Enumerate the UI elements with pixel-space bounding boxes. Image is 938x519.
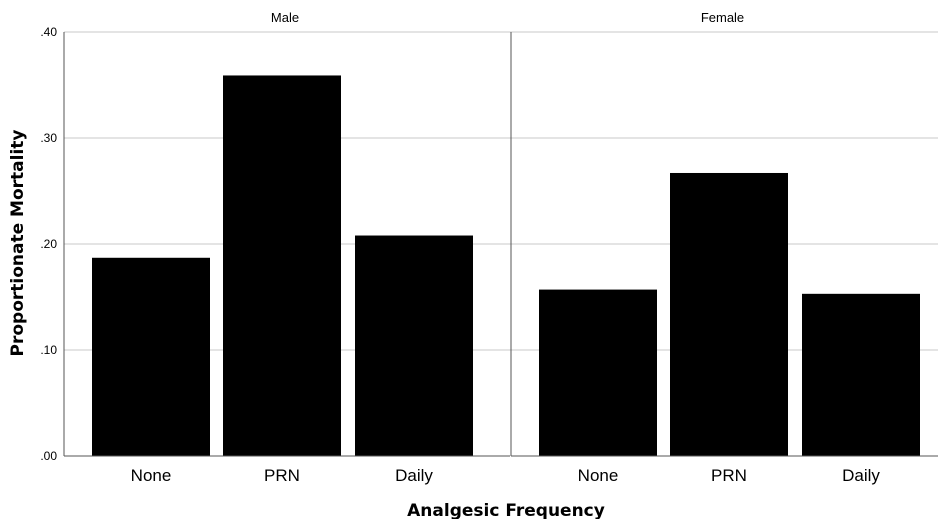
bar: [539, 289, 657, 456]
y-axis-title: Proportionate Mortality: [8, 130, 28, 357]
labels: .00 .10 .20 .30 .40 Male None PRN Daily Female Non…: [40, 10, 880, 485]
bars: [92, 75, 920, 457]
bar: [355, 235, 473, 456]
panel-title: Female: [701, 10, 744, 25]
y-tick-label: .10: [40, 343, 57, 357]
x-tick-label: None: [131, 466, 172, 485]
bar: [670, 172, 788, 457]
x-tick-label: PRN: [264, 466, 300, 485]
bar: [92, 257, 210, 456]
gridlines: [64, 31, 938, 351]
y-tick-label: .20: [40, 237, 57, 251]
x-tick-label: PRN: [711, 466, 747, 485]
x-axis-title: Analgesic Frequency: [407, 501, 605, 519]
x-tick-label: None: [578, 466, 619, 485]
bar: [223, 75, 341, 457]
y-tick-label: .40: [40, 25, 57, 39]
x-tick-label: Daily: [842, 466, 880, 485]
bar: [802, 293, 920, 456]
panel-title: Male: [271, 10, 299, 25]
x-tick-label: Daily: [395, 466, 433, 485]
y-tick-label: .30: [40, 131, 57, 145]
axes: [63, 32, 938, 457]
y-tick-label: .00: [40, 449, 57, 463]
